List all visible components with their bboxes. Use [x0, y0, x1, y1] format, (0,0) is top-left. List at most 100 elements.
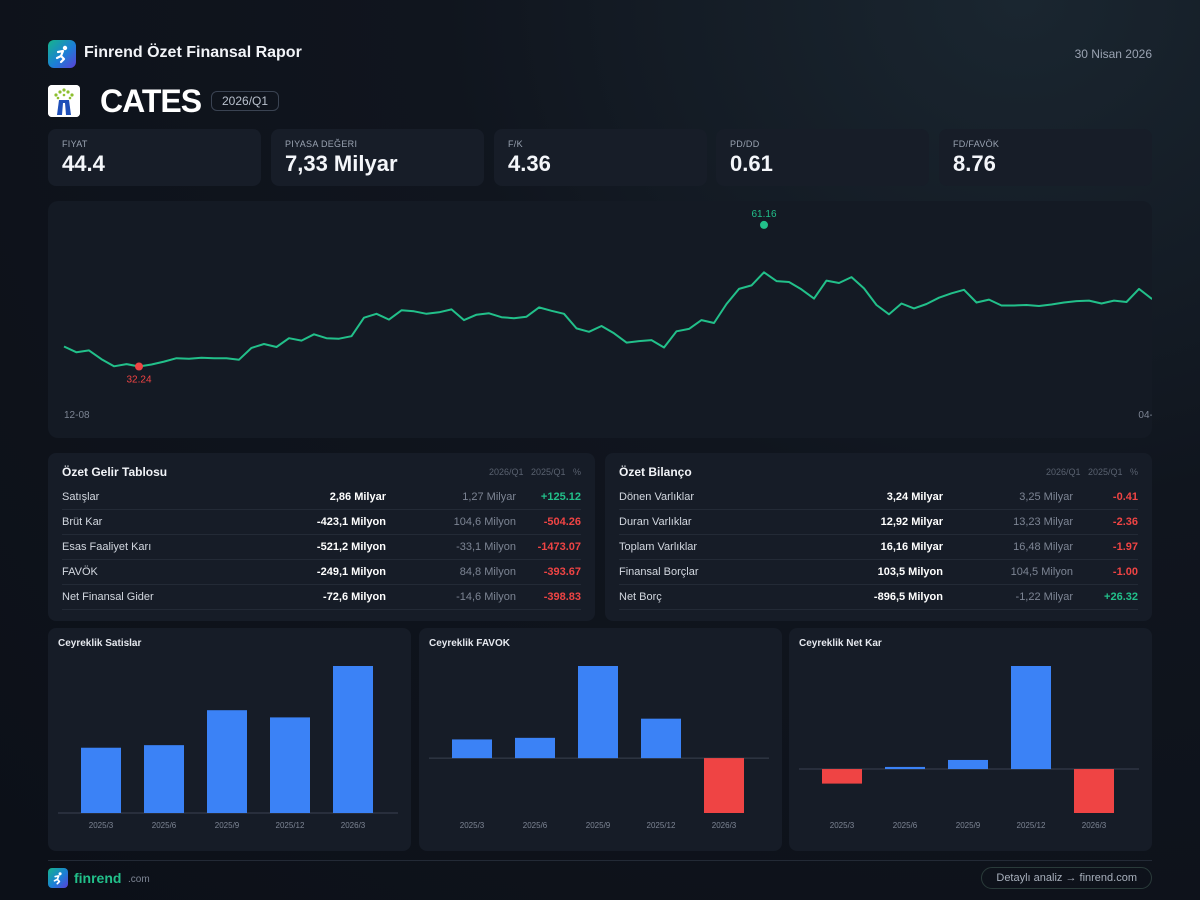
quarterly-ebitda-panel: Ceyreklik FAVOK 2025/3 2025/6 2025/9 2025/1…: [419, 628, 782, 851]
row-name: Net Finansal Gider: [62, 591, 154, 603]
row-current: 12,92 Milyar: [880, 516, 943, 528]
balance-sheet-panel: Özet Bilanço 2026/Q1 2025/Q1 % Dönen Var…: [605, 453, 1152, 621]
bar-2025-12: [270, 717, 310, 813]
period-badge: 2026/Q1: [211, 91, 280, 111]
bar-2025-9: [578, 666, 618, 759]
quarterly-sales-chart: 2025/3 2025/6 2025/9 2025/12 2026/3: [58, 666, 398, 830]
footer-divider: [48, 860, 1152, 861]
metric-card-market-cap: PIYASA DEĞERI 7,33 Milyar: [271, 129, 484, 186]
row-name: Dönen Varlıklar: [619, 491, 694, 503]
row-current: 2,86 Milyar: [329, 491, 386, 503]
row-previous: -14,6 Milyon: [456, 591, 516, 603]
col-header-percent: %: [573, 467, 582, 477]
row-name: Net Borç: [619, 591, 662, 603]
table-row: Esas Faaliyet Karı -521,2 Milyon -33,1 M…: [62, 535, 581, 560]
company-logo-icon: [48, 85, 80, 117]
row-previous: 16,48 Milyar: [1013, 541, 1073, 553]
row-previous: 104,5 Milyon: [1010, 566, 1073, 578]
row-percent: +26.32: [1104, 591, 1138, 603]
x-tick-label: 2025/12: [1017, 821, 1046, 830]
chart-title: Ceyreklik FAVOK: [429, 638, 510, 649]
row-percent: -0.41: [1112, 491, 1138, 503]
row-current: -423,1 Milyon: [316, 516, 386, 528]
metric-card-price: FIYAT 44.4: [48, 129, 261, 186]
table-row: Duran Varlıklar 12,92 Milyar 13,23 Milya…: [619, 510, 1138, 535]
row-percent: -1473.07: [537, 541, 581, 553]
metric-value: 8.76: [953, 151, 996, 176]
quarterly-net-profit-panel: Ceyreklik Net Kar 2025/3 2025/6 2025/9 2025…: [789, 628, 1152, 851]
income-statement-panel: Özet Gelir Tablosu 2026/Q1 2025/Q1 % Sat…: [48, 453, 595, 621]
price-min-marker: [135, 362, 143, 371]
metric-value: 4.36: [508, 151, 551, 176]
balance-title: Özet Bilanço: [619, 465, 692, 479]
price-min-label: 32.24: [126, 374, 151, 385]
price-chart-panel: 32.24 61.16 12-08 04-29: [48, 201, 1152, 438]
x-tick-label: 2025/3: [460, 821, 485, 830]
row-current: -521,2 Milyon: [316, 541, 386, 553]
x-tick-label: 2026/3: [341, 821, 366, 830]
metric-label: F/K: [508, 139, 523, 149]
quarterly-ebitda-chart: 2025/3 2025/6 2025/9 2025/12 2026/3: [429, 666, 769, 830]
x-tick-label: 2025/6: [523, 821, 548, 830]
table-row: Net Borç -896,5 Milyon -1,22 Milyar +26.…: [619, 585, 1138, 610]
bar-2025-6: [515, 737, 555, 759]
row-current: 3,24 Milyar: [886, 491, 943, 503]
col-header-current: 2026/Q1: [1046, 467, 1081, 477]
ticker-symbol: CATES: [100, 83, 202, 119]
bar-2025-6: [144, 745, 184, 813]
price-start-date: 12-08: [64, 410, 90, 421]
x-tick-label: 2026/3: [1082, 821, 1107, 830]
table-row: Toplam Varlıklar 16,16 Milyar 16,48 Mily…: [619, 535, 1138, 560]
row-name: Toplam Varlıklar: [619, 541, 698, 553]
col-header-previous: 2025/Q1: [1088, 467, 1123, 477]
row-previous: 84,8 Milyon: [459, 566, 516, 578]
metric-value: 7,33 Milyar: [285, 151, 398, 176]
report-title: Finrend Özet Finansal Rapor: [84, 44, 302, 61]
x-tick-label: 2025/3: [830, 821, 855, 830]
table-row: Satışlar 2,86 Milyar 1,27 Milyar +125.12: [62, 485, 581, 510]
row-percent: -398.83: [543, 591, 581, 603]
detailed-analysis-link[interactable]: Detaylı analiz → finrend.com: [981, 867, 1152, 889]
report-date: 30 Nisan 2026: [1074, 47, 1152, 61]
bar-2026-3: [704, 758, 744, 813]
price-chart: 32.24 61.16 12-08 04-29: [63, 209, 1152, 421]
metric-label: PIYASA DEĞERI: [285, 139, 358, 149]
table-row: Finansal Borçlar 103,5 Milyon 104,5 Mily…: [619, 560, 1138, 585]
row-current: 103,5 Milyon: [877, 566, 943, 578]
metric-card-pe: F/K 4.36: [494, 129, 707, 186]
chart-title: Ceyreklik Net Kar: [799, 638, 882, 649]
metric-value: 0.61: [730, 151, 773, 176]
income-title: Özet Gelir Tablosu: [62, 465, 168, 479]
bar-2025-3: [81, 747, 121, 813]
metric-label: FIYAT: [62, 139, 88, 149]
footer-tld: .com: [128, 874, 150, 885]
quarterly-net-profit-chart: 2025/3 2025/6 2025/9 2025/12 2026/3: [799, 666, 1139, 830]
x-tick-label: 2025/12: [647, 821, 676, 830]
x-tick-label: 2025/9: [215, 821, 240, 830]
table-row: FAVÖK -249,1 Milyon 84,8 Milyon -393.67: [62, 560, 581, 585]
row-percent: -504.26: [543, 516, 581, 528]
row-percent: -1.00: [1112, 566, 1138, 578]
row-name: Finansal Borçlar: [619, 566, 699, 578]
metric-value: 44.4: [62, 151, 105, 176]
row-name: FAVÖK: [62, 566, 98, 578]
row-previous: -33,1 Milyon: [456, 541, 516, 553]
bar-2025-9: [948, 759, 988, 770]
row-previous: 13,23 Milyar: [1013, 516, 1073, 528]
col-header-previous: 2025/Q1: [531, 467, 566, 477]
row-percent: +125.12: [540, 491, 581, 503]
row-name: Esas Faaliyet Karı: [62, 541, 152, 553]
row-percent: -2.36: [1112, 516, 1138, 528]
row-previous: 1,27 Milyar: [462, 491, 516, 503]
bar-2025-3: [822, 769, 862, 784]
price-line: [63, 271, 1152, 368]
table-row: Net Finansal Gider -72,6 Milyon -14,6 Mi…: [62, 585, 581, 610]
bar-2025-3: [452, 739, 492, 759]
bar-2026-3: [1074, 769, 1114, 813]
price-max-label: 61.16: [751, 209, 776, 220]
price-max-marker: [760, 220, 768, 229]
bar-2025-12: [641, 718, 681, 759]
col-header-current: 2026/Q1: [489, 467, 524, 477]
quarterly-sales-panel: Ceyreklik Satislar 2025/3 2025/6 2025/9 202…: [48, 628, 411, 851]
price-end-date: 04-29: [1138, 410, 1152, 421]
